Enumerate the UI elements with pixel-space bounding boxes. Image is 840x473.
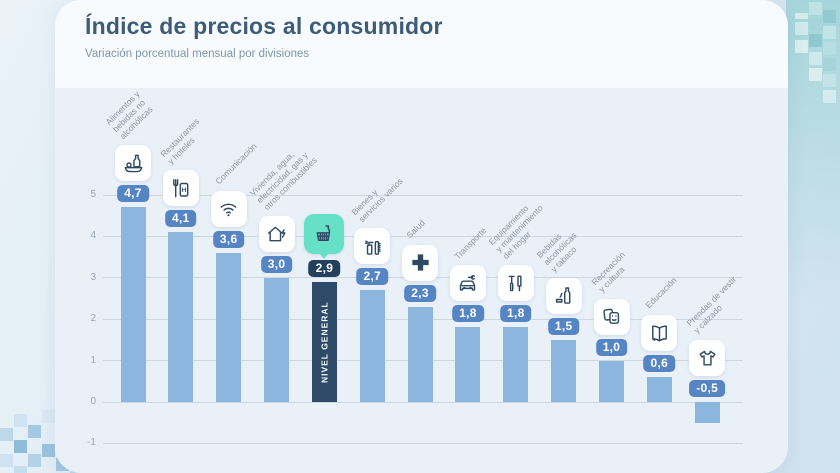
category-icon-tile: [449, 265, 486, 302]
bar: [216, 252, 242, 402]
background-teal-gradient: [786, 0, 840, 330]
category-label: Salud: [404, 217, 427, 241]
category-label: Transporte: [452, 225, 489, 261]
y-axis-tick-label: 4: [90, 230, 96, 242]
bar-value-badge: 1,5: [547, 317, 580, 335]
bar: [359, 290, 385, 402]
header-band: Índice de precios al consumidor Variació…: [55, 0, 788, 88]
category-label: Recreación y cultura: [588, 249, 627, 295]
bar: [455, 327, 481, 402]
basket-icon: [313, 222, 336, 245]
tshirt-icon: [696, 347, 719, 370]
y-axis-tick-label: 5: [90, 189, 96, 200]
nivel-general-bar-text: NIVEL GENERAL: [319, 301, 330, 383]
bar: [599, 360, 624, 402]
page-title: Índice de precios al consumidor: [85, 13, 443, 39]
bar-value-badge: 4,1: [165, 210, 197, 228]
bar: NIVEL GENERAL: [311, 281, 337, 402]
bar-value-badge: 4,7: [117, 185, 149, 203]
bar: [407, 306, 433, 402]
category-icon-tile: [210, 190, 247, 227]
bar-value-badge: 1,8: [452, 305, 484, 323]
masks-icon: [600, 305, 623, 328]
book-icon: [648, 322, 671, 345]
grid-line: [103, 442, 743, 444]
category-icon-tile: [545, 277, 582, 314]
bar-value-badge: 3,6: [212, 230, 245, 248]
category-icon-tile: [402, 244, 439, 281]
category-icon-tile: [593, 298, 630, 335]
food-icon: [122, 152, 145, 175]
category-label: Alimentos y bebidas no alcohólicas: [103, 88, 155, 141]
grid-line: [103, 401, 743, 403]
category-label: Comunicación: [213, 141, 259, 187]
y-axis-tick-label: -1: [87, 437, 96, 449]
category-label: Restaurantes y hoteles: [158, 115, 202, 166]
category-icon-tile: [497, 265, 534, 302]
category-icon-tile: [354, 228, 391, 265]
grid-line: [103, 235, 743, 237]
category-icon-tile: [304, 213, 345, 259]
y-axis-tick-label: 0: [90, 396, 96, 407]
category-label: Bienes y servicios varios: [349, 175, 405, 224]
category-icon-tile: [641, 315, 678, 352]
bar: [168, 232, 194, 402]
svg-text:H: H: [182, 187, 187, 194]
bottle-icon: [552, 284, 575, 307]
category-icon-tile: [689, 340, 726, 376]
category-label: Vivienda, agua, electricidad, gas y otro…: [247, 149, 319, 212]
bar: [694, 402, 720, 423]
bar-value-badge: 2,3: [404, 284, 436, 302]
highlight-tile-tail: [319, 252, 330, 259]
category-icon-tile: [115, 145, 151, 182]
bar: [503, 327, 529, 402]
category-icon-tile: H: [162, 170, 199, 207]
restaurant-icon: H: [169, 177, 192, 200]
bar-value-badge: 1,8: [500, 305, 532, 323]
grid-line: [103, 194, 743, 196]
bar: [551, 339, 577, 402]
y-axis-tick-label: 2: [90, 313, 96, 325]
y-axis-tick-label: 3: [90, 271, 96, 283]
bar: [646, 377, 672, 402]
bar-value-badge: 2,9: [308, 259, 341, 277]
category-label: Educación: [643, 275, 679, 311]
category-label: Bebidas alcohólicas y tabaco: [534, 229, 578, 274]
bar: [120, 207, 146, 402]
house-energy-icon: [265, 222, 288, 245]
car-icon: [456, 272, 479, 295]
wifi-icon: [217, 197, 240, 220]
health-cross-icon: [409, 251, 432, 274]
bar-value-badge: 0,6: [643, 355, 676, 373]
bar-value-badge: 2,7: [356, 268, 389, 286]
bar: [264, 277, 290, 402]
toiletries-icon: [361, 235, 384, 258]
bar-value-badge: 3,0: [260, 255, 293, 273]
tools-icon: [504, 272, 527, 295]
bar-value-badge: -0,5: [689, 380, 726, 397]
bar-value-badge: 1,0: [595, 338, 628, 356]
y-axis-tick-label: 1: [90, 354, 96, 366]
page-subtitle: Variación porcentual mensual por divisio…: [85, 48, 310, 60]
category-label: Prendas de vestir y calzado: [684, 274, 739, 336]
category-icon-tile: [258, 215, 295, 252]
